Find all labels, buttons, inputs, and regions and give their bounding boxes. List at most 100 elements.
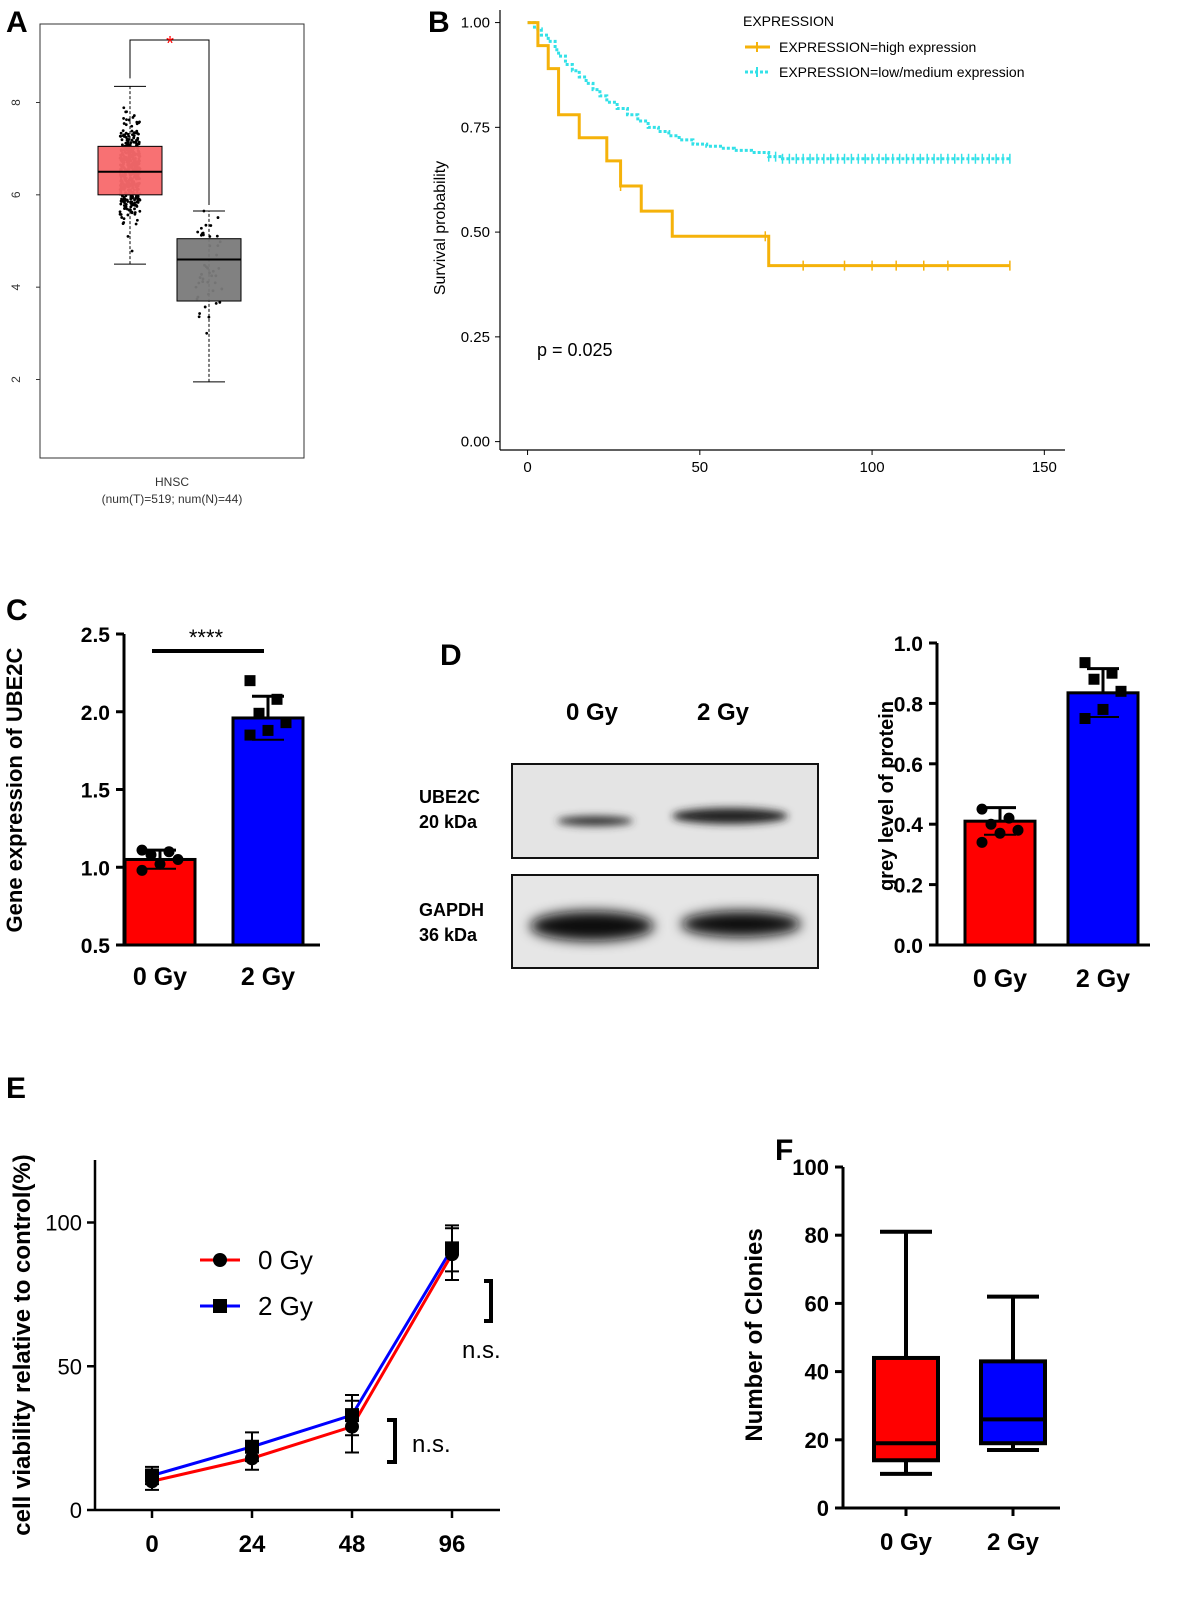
panel-f-box [979, 1359, 1047, 1446]
panel-b-y-tick-label: 0.50 [461, 224, 490, 241]
panel-e-y-label: cell viability relative to control(%) [9, 1154, 36, 1535]
panel-a-point [130, 124, 134, 128]
panel-a-point [135, 200, 139, 204]
panel-a-point [130, 211, 134, 215]
panel-a-point [125, 110, 129, 114]
panel-c-bar-chart: 0.5 1.0 1.5 2.0 2.5 0 Gy 2 Gy Gene expression … [2, 624, 320, 991]
panel-f-boxes [872, 1229, 1047, 1476]
panel-b-survival: 0 50 100 150 0.00 0.25 0.50 0.75 1.00 Survival p… [432, 10, 1065, 476]
panel-a-point [126, 213, 130, 217]
panel-e-ticks: 0 50 100 0 24 48 96 [45, 1211, 465, 1559]
panel-a-point [218, 300, 222, 304]
panel-label-e: E [6, 1072, 26, 1105]
panel-a-point [133, 212, 137, 216]
panel-e-ns-label-96h: n.s. [462, 1337, 501, 1364]
panel-b-x-tick-label: 0 [523, 459, 531, 476]
panel-c-y-tick-label: 2.0 [81, 702, 110, 725]
panel-c-dot [244, 675, 256, 687]
panel-a-point [198, 312, 202, 315]
panel-a-point [122, 135, 126, 138]
panel-d-dot [1079, 657, 1091, 669]
panel-a-y-tick-label: 8 [9, 99, 23, 106]
panel-d-ticks: 0.0 0.2 0.4 0.6 0.8 1.0 0 Gy 2 Gy [894, 633, 1130, 993]
panel-label-d: D [440, 639, 462, 672]
panel-e-x-tick-label: 0 [145, 1531, 158, 1558]
panel-c-dot [262, 724, 274, 736]
panel-e-ns-bracket-48h [387, 1418, 397, 1464]
panel-d-y-tick-label: 0.0 [894, 935, 923, 958]
panel-c-bars [123, 675, 305, 947]
panel-d-bars [963, 657, 1140, 947]
panel-d-bar-chart: 0.0 0.2 0.4 0.6 0.8 1.0 0 Gy 2 Gy grey level of… [876, 633, 1150, 993]
panel-a-point [135, 218, 139, 222]
panel-e-series [145, 1224, 459, 1491]
panel-a-sig-bracket [129, 39, 210, 205]
legend-marker-0gy [213, 1253, 227, 1267]
panel-f-y-tick-label: 0 [817, 1496, 829, 1521]
panel-d-dot [1079, 713, 1091, 724]
panel-c-dot [271, 693, 283, 705]
panel-a-point [130, 138, 134, 142]
panel-a-frame [39, 23, 305, 459]
panel-a-point [121, 129, 125, 133]
panel-label-b: B [428, 6, 450, 39]
panel-f-boxplot: 0 20 40 60 80 100 0 Gy 2 Gy Number of Clonies [741, 1155, 1060, 1556]
panel-a-y-axis: 2 4 6 8 [9, 99, 40, 383]
panel-a-point [138, 198, 142, 202]
panel-c-x-label: 2 Gy [241, 963, 295, 991]
panel-a-point [125, 118, 128, 122]
panel-a-box [97, 145, 163, 196]
panel-f-y-tick-label: 100 [792, 1155, 829, 1180]
panel-b-y-label: Survival probability [432, 161, 449, 295]
panel-a-point [130, 129, 134, 133]
blot-band-gapdh-0gy [530, 911, 654, 941]
panel-a-point [120, 138, 124, 142]
panel-a-sig-star: * [166, 33, 174, 55]
panel-a-point [135, 205, 139, 208]
panel-a-point [136, 198, 140, 202]
panel-b-legend-title: EXPRESSION [743, 13, 834, 29]
panel-a-point [215, 234, 219, 238]
panel-f-y-label: Number of Clonies [741, 1228, 768, 1441]
panel-c-dot [172, 853, 184, 865]
panel-e-x-tick-label: 96 [439, 1531, 466, 1558]
panel-a-point [122, 117, 125, 120]
panel-a-point [200, 232, 204, 236]
panel-a-point [122, 106, 126, 110]
panel-e-y-tick-label: 50 [58, 1354, 82, 1379]
panel-a-point [133, 201, 136, 205]
panel-a-boxplot: 2 4 6 8 * HNSC (num(T)=519; num(N)=44) [9, 23, 305, 506]
panel-b-y-tick-label: 0.75 [461, 119, 490, 136]
panel-a-point [134, 140, 138, 143]
panel-c-ticks: 0.5 1.0 1.5 2.0 2.5 0 Gy 2 Gy [81, 624, 295, 991]
panel-a-point [126, 234, 130, 238]
panel-e-line-chart: 0 50 100 0 24 48 96 cell viability relative to… [9, 1154, 501, 1558]
panel-a-point [120, 143, 124, 147]
panel-c-y-tick-label: 1.0 [81, 857, 110, 880]
panel-c-bar [123, 857, 197, 947]
panel-a-y-tick-label: 4 [9, 284, 23, 291]
panel-a-point [132, 135, 136, 139]
panel-f-y-tick-label: 40 [805, 1360, 829, 1385]
panel-c-y-tick-label: 2.5 [81, 624, 111, 647]
panel-a-point [118, 210, 122, 214]
panel-e-line-2gy [151, 1247, 454, 1477]
panel-a-point [136, 136, 140, 140]
panel-a-point [137, 142, 141, 146]
panel-e-x-tick-label: 24 [239, 1531, 266, 1558]
panel-c-y-tick-label: 1.5 [81, 780, 111, 803]
panel-a-y-tick-label: 6 [9, 191, 23, 198]
panel-c-y-label: Gene expression of UBE2C [2, 647, 27, 932]
panel-a-point [127, 208, 131, 212]
panel-e-marker-2gy [345, 1408, 359, 1423]
panel-f-x-label: 2 Gy [987, 1529, 1040, 1556]
blot-band-gapdh-2gy [681, 911, 801, 937]
panel-label-f: F [775, 1134, 793, 1167]
panel-a-point [134, 196, 138, 200]
panel-d-x-label: 0 Gy [973, 965, 1027, 993]
panel-a-point [214, 302, 218, 305]
panel-a-point [132, 114, 136, 117]
panel-d-y-label: grey level of protein [876, 701, 898, 891]
panel-d-dot [1012, 824, 1024, 836]
panel-b-x-tick-label: 50 [691, 459, 708, 476]
